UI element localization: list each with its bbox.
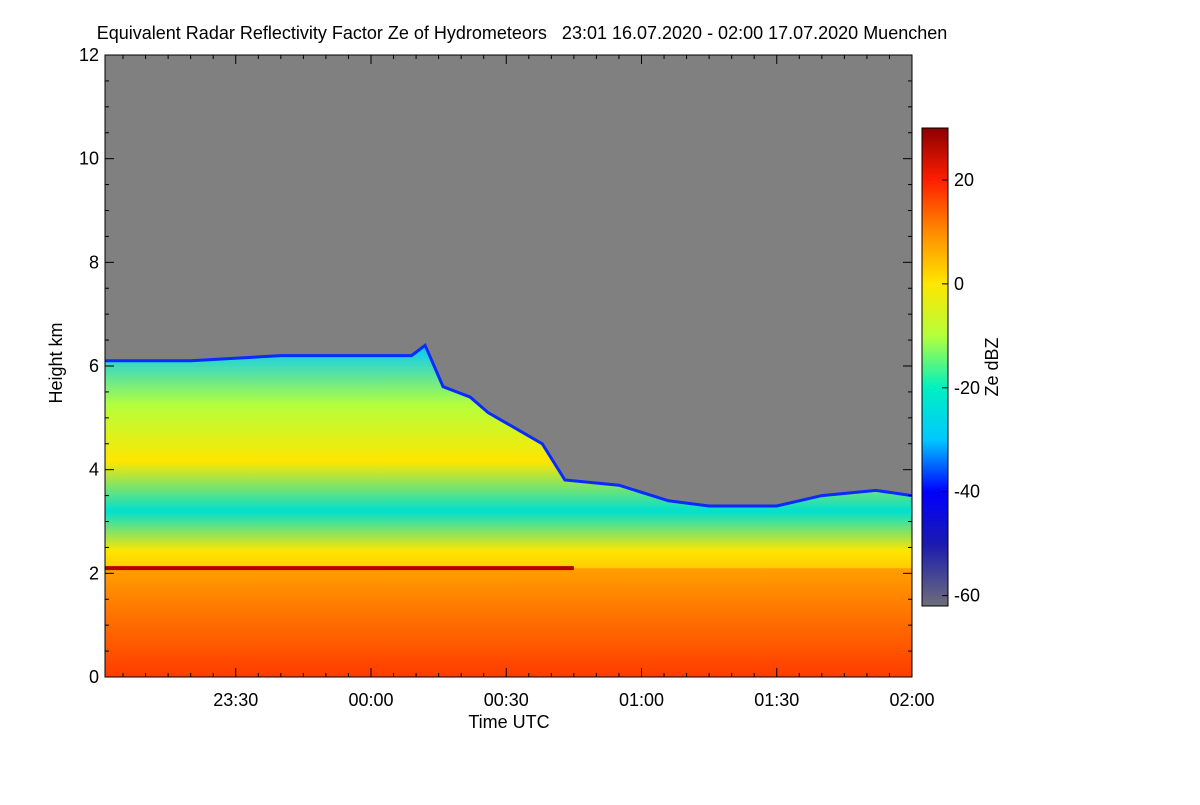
rain-layer (105, 568, 912, 677)
y-tick-label: 0 (89, 667, 99, 687)
y-axis: 0 2 4 6 8 10 12 (79, 45, 912, 687)
colorbar-label: Ze dBZ (982, 337, 1002, 396)
colorbar-gradient (921, 127, 949, 607)
y-tick-label: 2 (89, 563, 99, 583)
echo-region (105, 342, 912, 677)
x-tick-label: 02:00 (889, 690, 934, 710)
x-tick-label: 23:30 (213, 690, 258, 710)
colorbar-tick-label: -20 (954, 378, 980, 398)
colorbar-tick-label: -40 (954, 482, 980, 502)
colorbar-tick-label: 0 (954, 274, 964, 294)
x-tick-label: 00:30 (484, 690, 529, 710)
x-tick-label: 01:00 (619, 690, 664, 710)
y-axis-label: Height km (46, 322, 66, 403)
echo-top-edge (105, 342, 912, 508)
x-axis-label: Time UTC (468, 712, 549, 732)
colorbar-tick-label: 20 (954, 170, 974, 190)
x-tick-label: 00:00 (348, 690, 393, 710)
y-tick-label: 12 (79, 45, 99, 65)
colorbar-ticks: 20 0 -20 -40 -60 (942, 170, 980, 606)
y-tick-label: 6 (89, 356, 99, 376)
x-axis: 23:30 00:00 00:30 01:00 01:30 02:00 (122, 55, 935, 710)
colorbar-tick-label: -60 (954, 586, 980, 606)
chart-title: Equivalent Radar Reflectivity Factor Ze … (97, 23, 948, 43)
y-tick-label: 8 (89, 252, 99, 272)
colorbar: 20 0 -20 -40 -60 Ze dBZ (921, 127, 1002, 607)
y-tick-label: 10 (79, 149, 99, 169)
y-tick-label: 4 (89, 460, 99, 480)
x-tick-label: 01:30 (754, 690, 799, 710)
plot-area (105, 55, 912, 677)
